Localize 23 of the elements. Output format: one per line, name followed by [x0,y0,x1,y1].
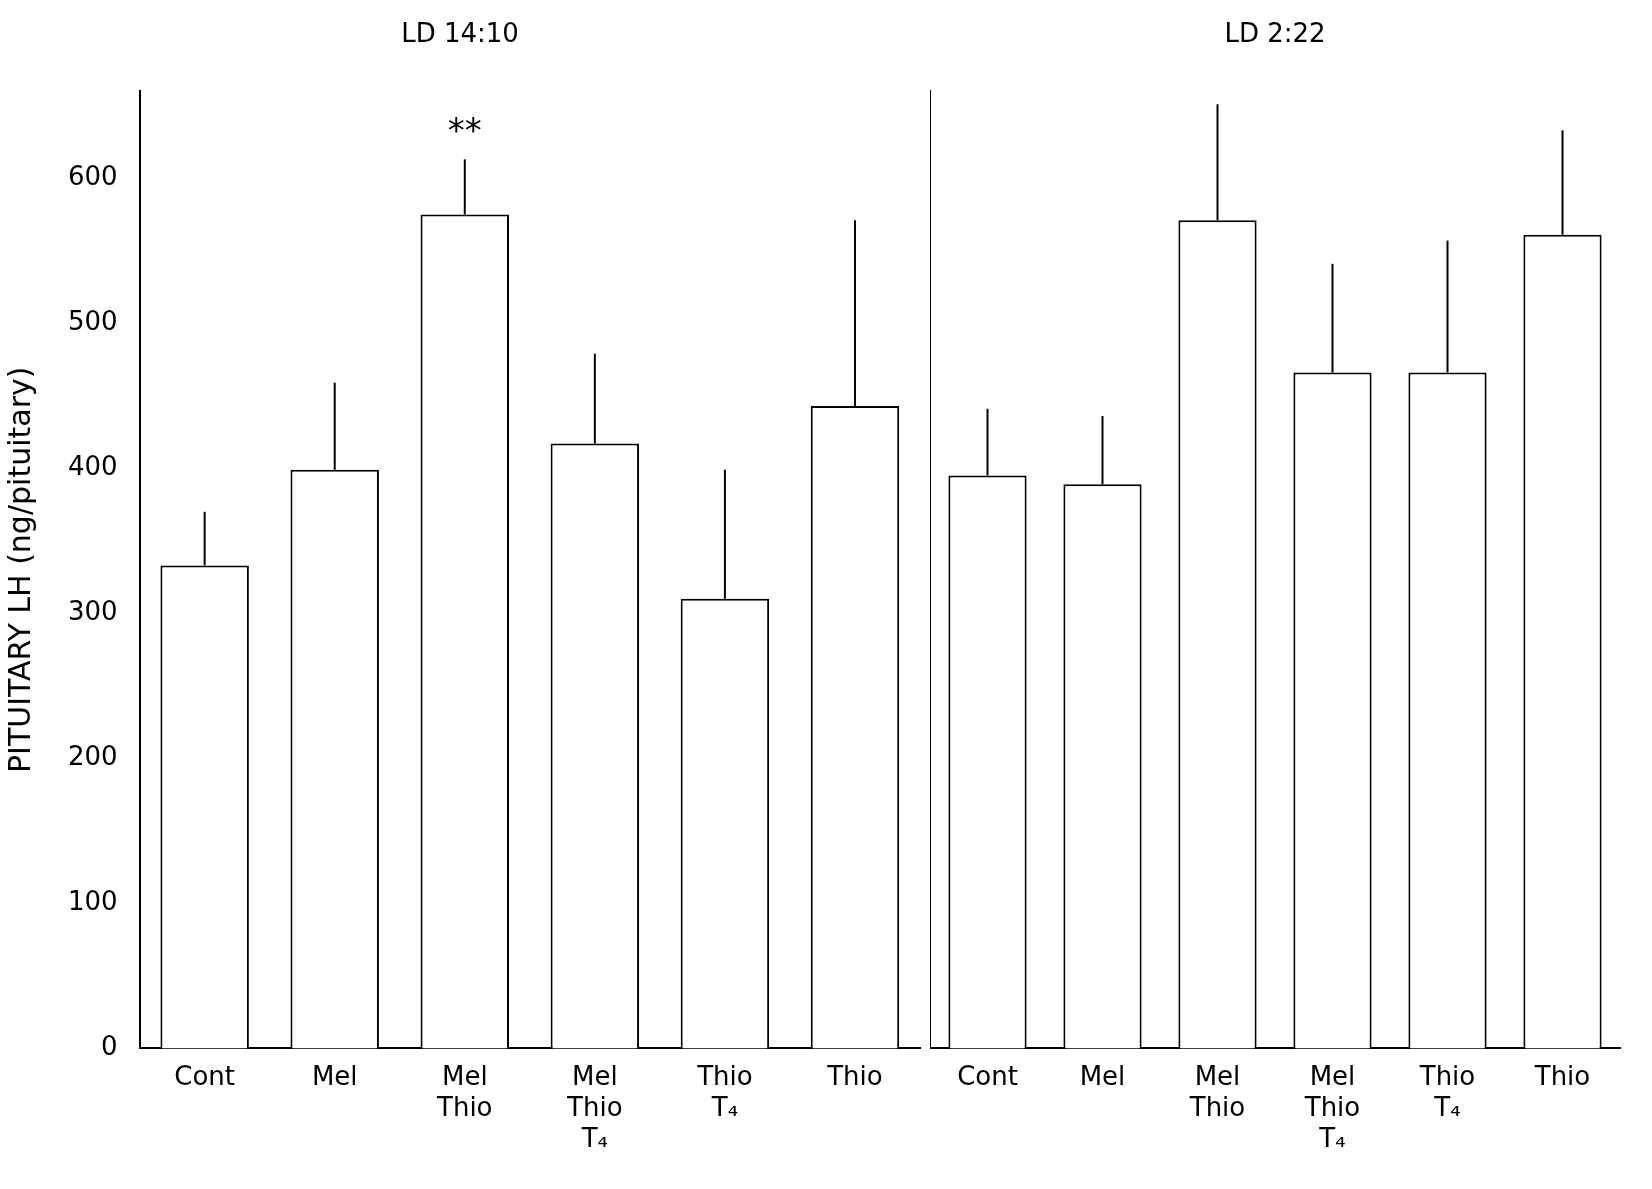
y-tick-label: 600 [67,160,118,191]
x-tick-label: Mel [311,1060,358,1091]
x-tick-label: Mel Thio T₄ [566,1060,623,1154]
y-axis-title: PITUITARY LH (ng/pituitary) [1,366,37,774]
x-tick-label: Cont [957,1060,1018,1091]
x-tick-label: Thio [826,1060,883,1091]
y-tick-label: 400 [67,451,118,482]
y-tick-label: 100 [67,886,118,917]
y-tick-label: 0 [101,1031,118,1062]
x-tick-label: Mel Thio T₄ [1303,1060,1361,1154]
y-tick-label: 200 [67,741,118,772]
y-tick-label: 300 [67,596,118,627]
x-tick-label: Mel Thio [1188,1060,1246,1122]
x-tick-label: Thio [1533,1060,1591,1091]
x-tick-label: Mel [1079,1060,1126,1091]
x-tick-label: Mel Thio [436,1060,493,1122]
chart-title: LD 2:22 [1224,18,1326,49]
y-tick-label: 500 [67,306,118,336]
x-tick-label: Thio T₄ [1418,1060,1476,1122]
x-tick-label: Cont [174,1060,236,1091]
annotation: ** [447,110,482,151]
x-tick-label: Thio T₄ [696,1060,753,1122]
chart-title: LD 14:10 [401,18,519,49]
